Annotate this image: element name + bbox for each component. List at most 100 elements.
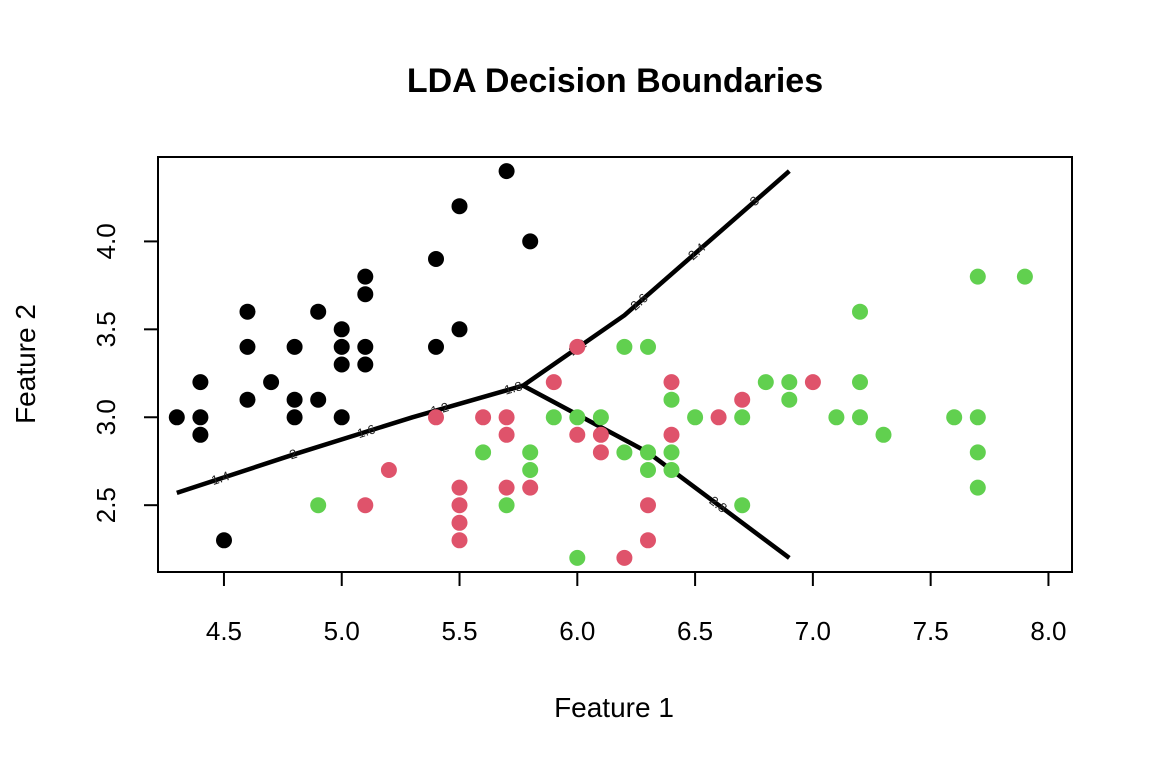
- data-point: [168, 409, 185, 426]
- decision-boundary-1: [176, 169, 791, 496]
- x-tick-label: 5.0: [324, 616, 360, 646]
- y-axis-label: Feature 2: [10, 304, 41, 424]
- data-point: [333, 409, 350, 426]
- data-point: [852, 374, 868, 391]
- data-point: [781, 374, 798, 391]
- y-tick-label: 3.5: [91, 311, 121, 347]
- data-point: [498, 163, 515, 180]
- data-point: [852, 409, 868, 426]
- data-point: [687, 409, 704, 426]
- data-point: [663, 391, 680, 408]
- data-point: [522, 479, 539, 496]
- data-point: [498, 409, 515, 426]
- data-point: [734, 497, 751, 514]
- data-point: [969, 479, 986, 496]
- data-point: [239, 303, 256, 320]
- data-point: [451, 532, 468, 549]
- x-tick-label: 6.0: [559, 616, 595, 646]
- data-point: [451, 198, 468, 215]
- y-axis: 2.5 3.0 3.5 4.0: [91, 223, 159, 523]
- data-point: [239, 391, 256, 408]
- x-tick-label: 5.5: [441, 616, 477, 646]
- contour-label: 1.8: [503, 378, 525, 397]
- data-point: [545, 374, 562, 391]
- data-point: [522, 233, 539, 250]
- contour-label: 1.4: [209, 468, 231, 488]
- data-point: [734, 409, 751, 426]
- data-point: [592, 426, 609, 443]
- plot-area: 1.421.61.21.82.22.62.432.8: [168, 163, 1033, 566]
- data-point: [310, 303, 327, 320]
- x-tick-label: 7.0: [795, 616, 831, 646]
- y-tick-label: 3.0: [91, 399, 121, 435]
- data-point: [781, 391, 798, 408]
- decision-boundary-2: [522, 383, 791, 560]
- data-point: [969, 444, 986, 461]
- data-point: [640, 444, 656, 461]
- data-point: [498, 497, 515, 514]
- data-point: [357, 286, 374, 303]
- data-point: [569, 338, 586, 355]
- data-point: [192, 374, 209, 391]
- data-point: [569, 426, 586, 443]
- data-point: [734, 391, 751, 408]
- data-point: [522, 462, 539, 478]
- data-point: [663, 462, 680, 478]
- x-tick-label: 4.5: [206, 616, 242, 646]
- plot-frame: [157, 156, 1073, 573]
- data-point: [616, 549, 633, 566]
- series-2: [357, 338, 821, 566]
- data-point: [852, 303, 868, 320]
- data-point: [239, 338, 256, 355]
- data-point: [428, 338, 444, 355]
- data-point: [663, 426, 680, 443]
- data-point: [640, 532, 656, 549]
- data-point: [357, 338, 374, 355]
- data-point: [357, 497, 374, 514]
- data-point: [451, 321, 468, 338]
- data-point: [640, 462, 656, 478]
- data-point: [286, 338, 303, 355]
- data-point: [640, 497, 656, 514]
- data-point: [216, 532, 232, 549]
- data-point: [263, 374, 280, 391]
- data-point: [310, 497, 327, 514]
- x-tick-label: 7.5: [913, 616, 949, 646]
- data-point: [663, 444, 680, 461]
- data-point: [333, 338, 350, 355]
- data-point: [451, 497, 468, 514]
- series-1: [168, 163, 539, 549]
- data-point: [310, 391, 327, 408]
- data-point: [592, 444, 609, 461]
- data-point: [969, 409, 986, 426]
- y-tick-label: 2.5: [91, 487, 121, 523]
- data-point: [969, 268, 986, 285]
- data-point: [192, 409, 209, 426]
- data-point: [592, 409, 609, 426]
- data-point: [428, 409, 444, 426]
- data-point: [286, 391, 303, 408]
- data-point: [828, 409, 845, 426]
- data-point: [757, 374, 774, 391]
- data-point: [710, 409, 727, 426]
- data-point: [475, 409, 492, 426]
- data-point: [663, 374, 680, 391]
- x-axis: 4.5 5.0 5.5 6.0 6.5 7.0 7.5 8.0: [206, 571, 1067, 646]
- data-point: [451, 479, 468, 496]
- data-point: [357, 356, 374, 373]
- data-point: [498, 479, 515, 496]
- data-point: [616, 444, 633, 461]
- data-point: [875, 426, 892, 443]
- contour-label: 1.6: [355, 421, 377, 441]
- data-point: [286, 409, 303, 426]
- data-point: [804, 374, 821, 391]
- x-axis-label: Feature 1: [554, 692, 674, 723]
- data-point: [616, 338, 633, 355]
- data-point: [192, 426, 209, 443]
- data-point: [640, 338, 656, 355]
- data-point: [522, 444, 539, 461]
- data-point: [498, 426, 515, 443]
- data-point: [545, 409, 562, 426]
- data-point: [569, 409, 586, 426]
